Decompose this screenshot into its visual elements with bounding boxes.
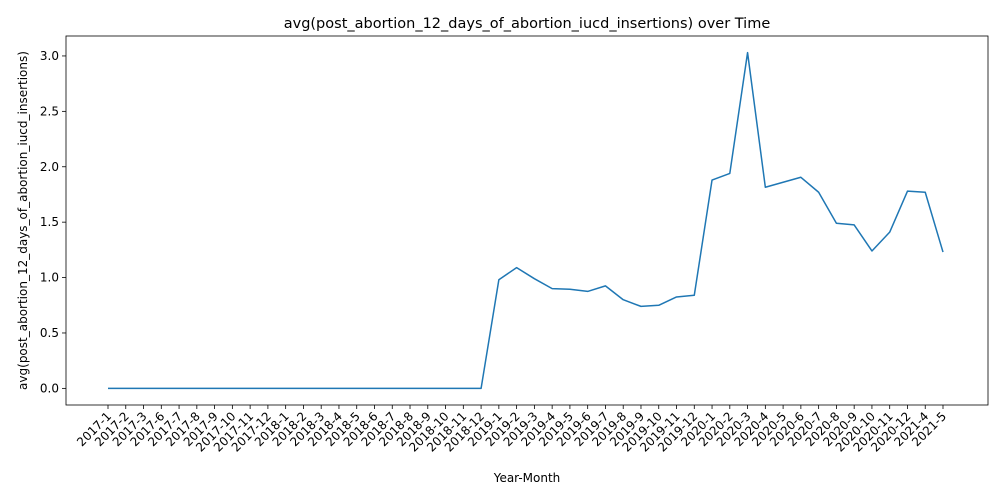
y-tick-label: 0.5 <box>40 326 59 340</box>
x-axis-ticks: 2017-12017-22017-32017-62017-72017-82017… <box>74 405 949 455</box>
y-tick-label: 2.5 <box>40 104 59 118</box>
y-tick-label: 0.0 <box>40 381 59 395</box>
plot-area <box>66 36 988 405</box>
chart-title: avg(post_abortion_12_days_of_abortion_iu… <box>284 16 771 32</box>
y-axis-ticks: 0.0 0.5 1.0 1.5 2.0 2.5 3.0 <box>40 49 66 395</box>
y-axis-label: avg(post_abortion_12_days_of_abortion_iu… <box>16 51 30 390</box>
series-line <box>108 51 944 390</box>
y-tick-label: 2.0 <box>40 160 59 174</box>
y-tick-label: 1.5 <box>40 215 59 229</box>
y-tick-label: 1.0 <box>40 271 59 285</box>
plot-frame <box>65 35 989 406</box>
x-axis-label: Year-Month <box>493 471 561 485</box>
y-tick-label: 3.0 <box>40 49 59 63</box>
